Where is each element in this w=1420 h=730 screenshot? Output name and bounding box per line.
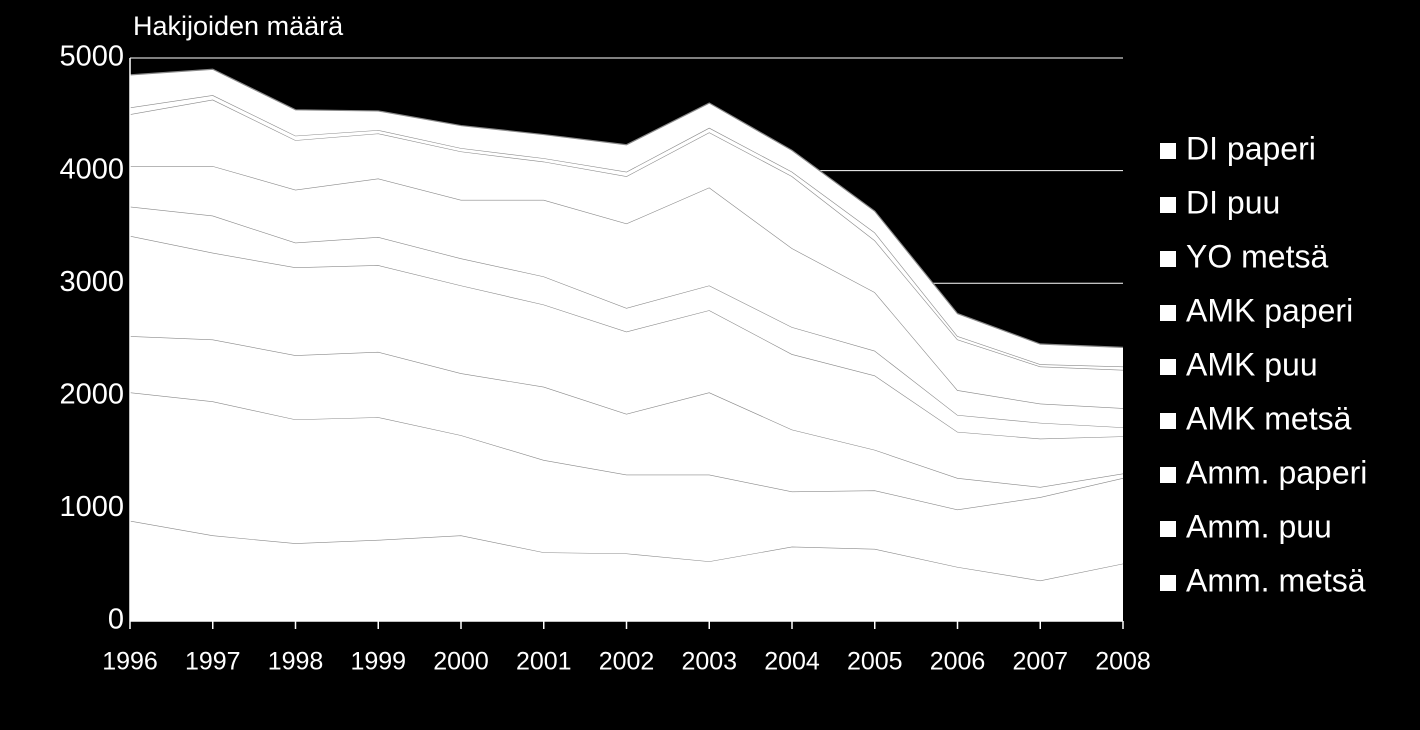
legend-swatch: [1160, 305, 1176, 321]
area: [130, 166, 1123, 428]
legend-swatch: [1160, 143, 1176, 159]
legend-swatch: [1160, 521, 1176, 537]
legend-label: DI puu: [1186, 184, 1280, 220]
legend-swatch: [1160, 197, 1176, 213]
legend-label: AMK puu: [1186, 346, 1318, 382]
x-tick-label: 1996: [102, 648, 158, 676]
area: [130, 520, 1123, 621]
legend-swatch: [1160, 467, 1176, 483]
y-tick-label: 1000: [59, 491, 124, 523]
x-tick-label: 1999: [350, 648, 406, 676]
legend-swatch: [1160, 251, 1176, 267]
legend-label: Amm. puu: [1186, 508, 1332, 544]
area: [130, 392, 1123, 581]
x-tick-label: 2004: [764, 648, 820, 676]
legend-swatch: [1160, 359, 1176, 375]
area: [130, 69, 1123, 367]
legend-label: AMK paperi: [1186, 292, 1353, 328]
legend-label: AMK metsä: [1186, 400, 1352, 436]
x-tick-label: 2006: [930, 648, 986, 676]
x-tick-label: 2002: [599, 648, 655, 676]
x-tick-label: 2005: [847, 648, 903, 676]
chart-title: Hakijoiden määrä: [133, 11, 344, 41]
y-tick-label: 5000: [59, 41, 124, 73]
x-tick-label: 2001: [516, 648, 572, 676]
legend-swatch: [1160, 413, 1176, 429]
legend-label: Amm. metsä: [1186, 562, 1366, 598]
area: [130, 99, 1123, 409]
y-tick-label: 0: [108, 604, 124, 636]
legend-label: YO metsä: [1186, 238, 1328, 274]
legend-label: Amm. paperi: [1186, 454, 1367, 490]
x-tick-label: 1997: [185, 648, 241, 676]
x-tick-label: 2008: [1095, 648, 1151, 676]
area: [130, 206, 1123, 439]
area: [130, 336, 1123, 510]
area-edge: [129, 68, 1124, 348]
x-tick-label: 2000: [433, 648, 489, 676]
x-tick-label: 2003: [681, 648, 737, 676]
y-tick-label: 2000: [59, 378, 124, 410]
area: [130, 235, 1123, 488]
legend-label: DI paperi: [1186, 130, 1316, 166]
x-tick-label: 2007: [1012, 648, 1068, 676]
legend-swatch: [1160, 575, 1176, 591]
y-tick-label: 4000: [59, 153, 124, 185]
y-tick-label: 3000: [59, 266, 124, 298]
x-tick-label: 1998: [268, 648, 324, 676]
